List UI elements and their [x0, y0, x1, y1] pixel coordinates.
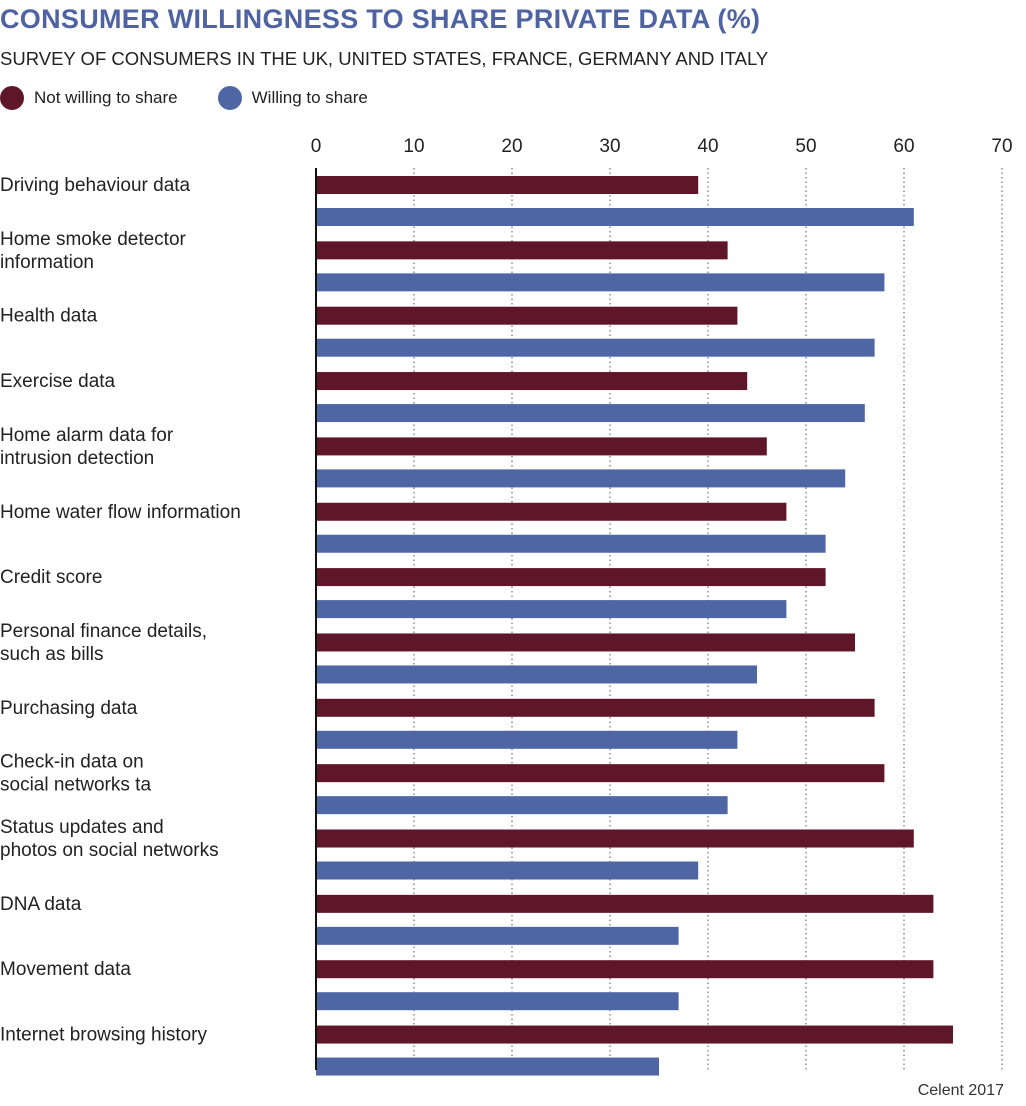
bar-willing-11 — [316, 926, 679, 945]
category-label-7-1: such as bills — [0, 644, 104, 665]
x-tick-label-70: 70 — [991, 136, 1012, 157]
bar-not-willing-0 — [316, 176, 699, 194]
bar-willing-5 — [316, 534, 826, 553]
bar-not-willing-1 — [316, 241, 728, 260]
bar-not-willing-11 — [316, 894, 934, 913]
legend-label-willing: Willing to share — [251, 88, 368, 107]
bar-not-willing-6 — [316, 568, 826, 587]
bar-willing-6 — [316, 600, 787, 619]
category-label-4-0: Home alarm data for — [0, 425, 174, 446]
bar-willing-12 — [316, 992, 679, 1011]
source-note: Celent 2017 — [917, 1082, 1004, 1099]
x-tick-label-30: 30 — [599, 136, 620, 157]
legend-item-not-willing: Not willing to share — [0, 86, 178, 110]
bar-willing-2 — [316, 338, 875, 357]
bar-not-willing-7 — [316, 633, 855, 652]
bar-willing-4 — [316, 469, 846, 488]
bar-willing-1 — [316, 273, 885, 292]
legend: Not willing to share Willing to share — [0, 86, 408, 110]
category-label-1-0: Home smoke detector — [0, 229, 187, 250]
bar-willing-3 — [316, 404, 865, 423]
category-label-3-0: Exercise data — [0, 371, 116, 392]
x-tick-label-0: 0 — [311, 136, 322, 157]
x-tick-label-40: 40 — [697, 136, 718, 157]
category-label-7-0: Personal finance details, — [0, 621, 207, 642]
bar-not-willing-3 — [316, 372, 748, 391]
category-label-13-0: Internet browsing history — [0, 1025, 207, 1046]
category-label-12-0: Movement data — [0, 959, 131, 980]
bar-not-willing-10 — [316, 829, 914, 848]
x-tick-label-60: 60 — [893, 136, 914, 157]
bar-not-willing-5 — [316, 502, 787, 521]
bar-not-willing-4 — [316, 437, 767, 456]
category-label-2-0: Health data — [0, 306, 98, 327]
chart-title: CONSUMER WILLINGNESS TO SHARE PRIVATE DA… — [0, 4, 761, 34]
category-label-10-1: photos on social networks — [0, 840, 219, 861]
legend-swatch-not-willing — [0, 86, 24, 110]
legend-item-willing: Willing to share — [217, 86, 368, 110]
category-label-5-0: Home water flow information — [0, 502, 241, 523]
bar-not-willing-8 — [316, 698, 875, 717]
bar-willing-9 — [316, 796, 728, 815]
category-label-9-0: Check-in data on — [0, 752, 144, 773]
category-label-1-1: information — [0, 252, 94, 273]
bar-willing-13 — [316, 1057, 659, 1076]
category-label-0-0: Driving behaviour data — [0, 175, 191, 196]
bar-willing-0 — [316, 208, 914, 226]
category-label-6-0: Credit score — [0, 567, 102, 588]
bar-willing-8 — [316, 730, 738, 749]
x-tick-label-50: 50 — [795, 136, 816, 157]
category-label-10-0: Status updates and — [0, 817, 164, 838]
category-label-11-0: DNA data — [0, 894, 82, 915]
x-tick-label-10: 10 — [403, 136, 424, 157]
category-label-4-1: intrusion detection — [0, 448, 154, 469]
bar-not-willing-12 — [316, 960, 934, 979]
bar-not-willing-9 — [316, 764, 885, 783]
legend-label-not-willing: Not willing to share — [34, 88, 178, 107]
bar-not-willing-2 — [316, 306, 738, 325]
category-label-8-0: Purchasing data — [0, 698, 138, 719]
category-label-9-1: social networks ta — [0, 775, 151, 796]
bar-willing-7 — [316, 665, 757, 684]
x-tick-label-20: 20 — [501, 136, 522, 157]
legend-swatch-willing — [217, 86, 242, 110]
chart-subtitle: SURVEY OF CONSUMERS IN THE UK, UNITED ST… — [0, 48, 769, 69]
bar-willing-10 — [316, 861, 699, 880]
bar-not-willing-13 — [316, 1025, 953, 1044]
